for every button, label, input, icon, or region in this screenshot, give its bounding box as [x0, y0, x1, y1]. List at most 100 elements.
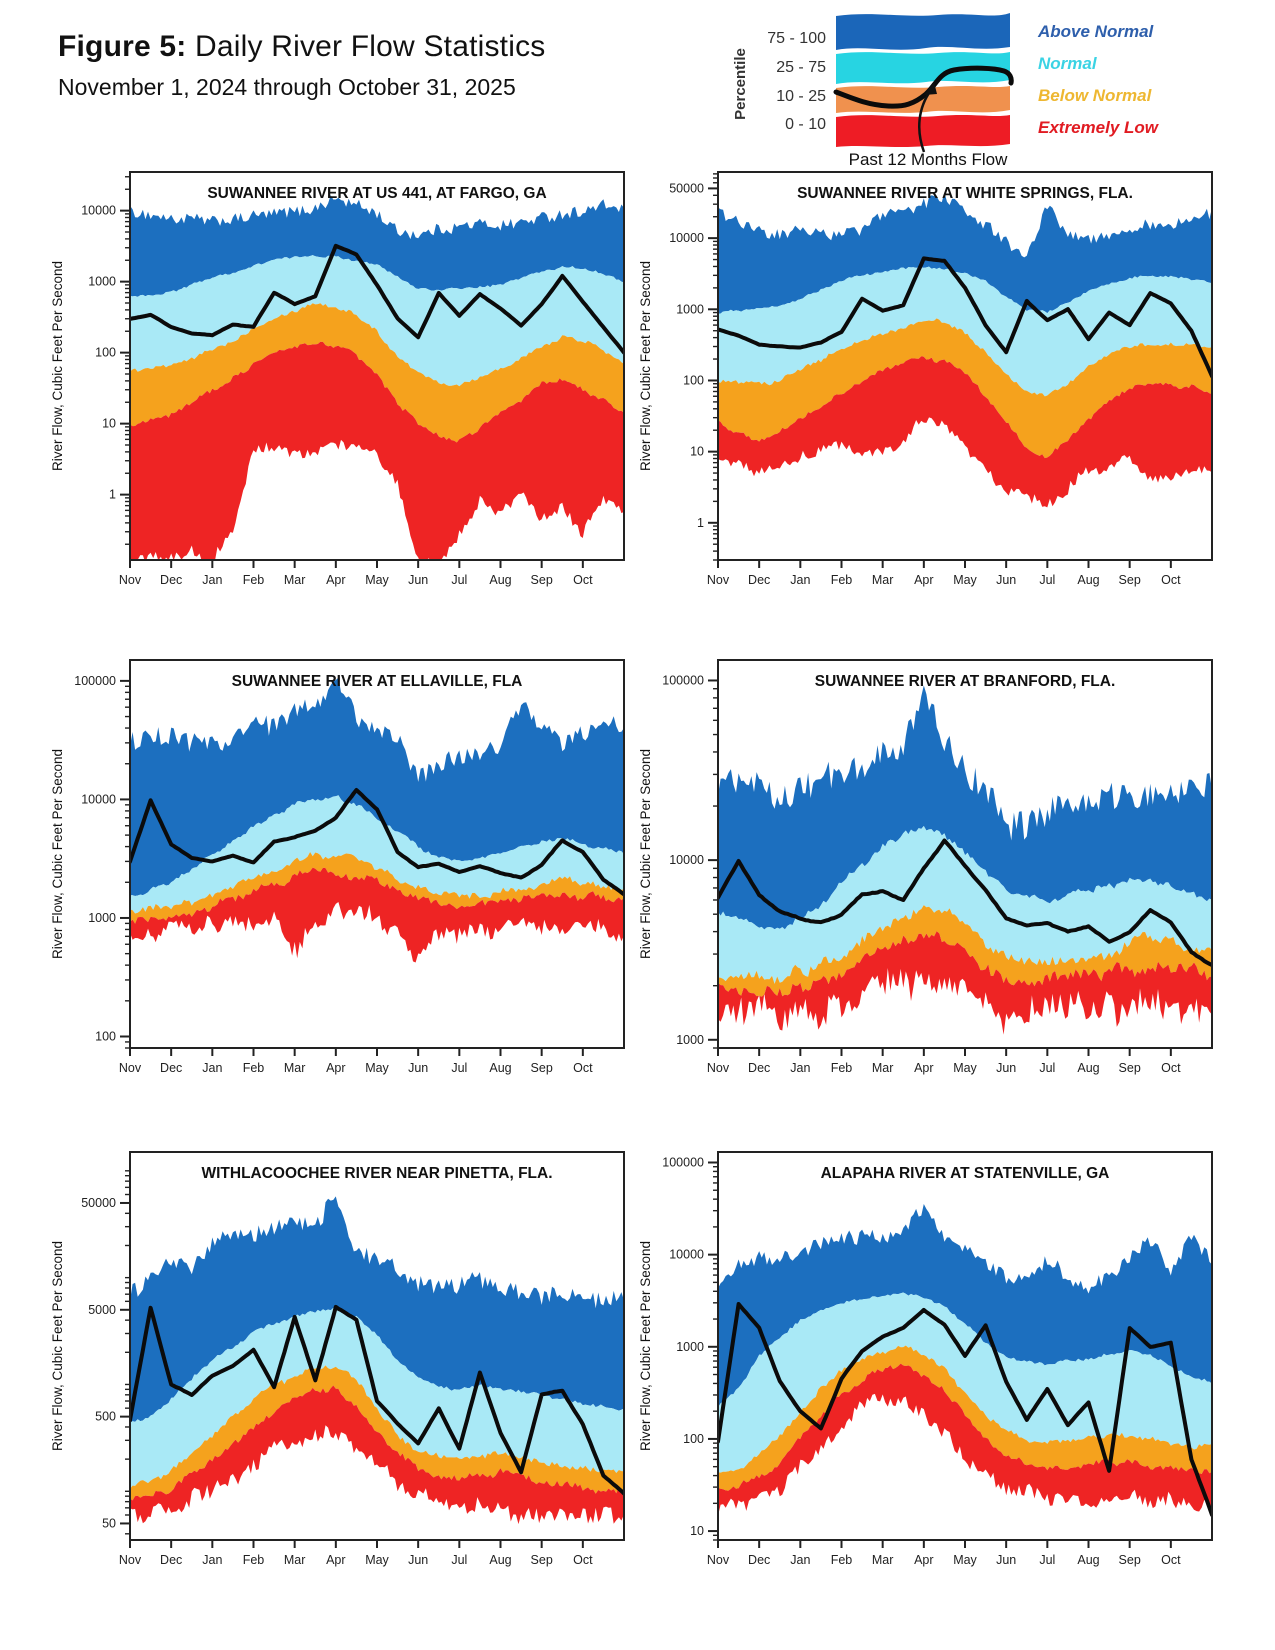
x-tick-label: Jan [790, 1061, 810, 1075]
band-p25-p10 [718, 318, 1212, 459]
x-tick-label: Oct [1161, 1553, 1181, 1567]
past-12-months-flow-line [130, 243, 624, 355]
y-tick-label: 100 [95, 346, 116, 360]
plot-area [718, 685, 1212, 1035]
x-tick-label: Jan [790, 573, 810, 587]
x-tick-label: Jun [996, 1553, 1016, 1567]
legend-flow-line [833, 65, 1014, 109]
legend-label-normal: Normal [1038, 54, 1098, 73]
legend-band-extremely-low [836, 115, 1010, 147]
y-tick-label: 10000 [669, 1248, 704, 1262]
x-tick-label: Oct [1161, 573, 1181, 587]
plot-area [718, 192, 1212, 508]
legend: Percentile 75 - 100 25 - 75 10 - 25 0 - … [688, 0, 1193, 172]
y-tick-label: 100 [683, 1432, 704, 1446]
page-title: Figure 5: Daily River Flow Statistics [58, 30, 545, 64]
chart-title: SUWANNEE RIVER AT ELLAVILLE, FLA [232, 673, 523, 690]
y-axis-label: River Flow, Cubic Feet Per Second [50, 261, 65, 471]
x-tick-label: Apr [914, 573, 933, 587]
x-tick-label: Dec [160, 1553, 182, 1567]
past-12-months-flow-line [718, 1302, 1212, 1517]
x-tick-label: Feb [831, 1553, 853, 1567]
y-axis-label: River Flow, Cubic Feet Per Second [638, 749, 653, 959]
x-tick-label: Jun [996, 573, 1016, 587]
chart-title: SUWANNEE RIVER AT US 441, AT FARGO, GA [207, 185, 546, 202]
chart-branford: 1000 10000 100000 Nov Dec Jan Feb Mar Apr May Jun J… [628, 648, 1228, 1108]
chart-ellaville-svg: 100 1000 10000 100000 Nov Dec Jan Feb Mar Apr May J… [50, 659, 625, 1075]
band-p10-min [718, 1363, 1212, 1516]
band-p25-p10 [130, 303, 624, 443]
x-tick-label: May [365, 573, 389, 587]
y-tick-label: 50000 [669, 181, 704, 195]
x-tick-label: Sep [531, 1553, 553, 1567]
x-tick-label: Jan [202, 1061, 222, 1075]
y-tick-label: 50 [102, 1516, 116, 1530]
x-tick-label: Nov [119, 573, 142, 587]
x-tick-label: Oct [573, 1553, 593, 1567]
x-tick-label: Jul [451, 1553, 467, 1567]
x-tick-label: Dec [160, 573, 182, 587]
y-tick-label: 10 [102, 417, 116, 431]
band-max-p75 [718, 192, 1212, 314]
x-tick-label: Jun [996, 1061, 1016, 1075]
x-tick-label: Oct [1161, 1061, 1181, 1075]
y-tick-label: 10000 [669, 853, 704, 867]
band-p75-p25 [718, 826, 1212, 984]
legend-range-75-100: 75 - 100 [767, 30, 826, 47]
chart-statenville-svg: 10 100 1000 10000 100000 Nov Dec Jan Feb Mar Apr Ma… [638, 1151, 1213, 1567]
legend-caption-arrowhead [924, 82, 937, 95]
chart-statenville: 10 100 1000 10000 100000 Nov Dec Jan Feb Mar Apr Ma… [628, 1140, 1228, 1600]
x-tick-label: May [953, 1553, 977, 1567]
x-tick-label: Nov [707, 1061, 730, 1075]
legend-percentile-axis-label: Percentile [732, 48, 749, 120]
y-tick-label: 1000 [88, 911, 116, 925]
x-tick-label: Aug [489, 1061, 511, 1075]
legend-range-25-75: 25 - 75 [776, 59, 826, 76]
x-tick-label: Feb [243, 573, 265, 587]
y-axis-label: River Flow, Cubic Feet Per Second [638, 261, 653, 471]
band-p10-min [130, 1385, 624, 1525]
figure-subtitle: November 1, 2024 through October 31, 202… [58, 74, 516, 100]
chart-fargo: 1 10 100 1000 10000 Nov Dec Jan Feb Mar Apr May Jun J… [40, 160, 640, 620]
x-tick-label: Feb [243, 1553, 265, 1567]
legend-band-normal [836, 52, 1010, 84]
legend-label-above-normal: Above Normal [1037, 22, 1155, 41]
x-tick-label: Mar [284, 1553, 306, 1567]
band-p25-p10 [718, 905, 1212, 997]
band-p75-p25 [718, 266, 1212, 397]
y-tick-label: 10000 [81, 792, 116, 806]
legend-art: Percentile 75 - 100 25 - 75 10 - 25 0 - … [732, 13, 1160, 169]
y-tick-label: 10000 [81, 204, 116, 218]
x-tick-label: May [365, 1061, 389, 1075]
x-tick-label: Mar [872, 1553, 894, 1567]
chart-pinetta-svg: 50 500 5000 50000 Nov Dec Jan Feb Mar Apr May Jun Ju… [50, 1151, 625, 1567]
chart-pinetta: 50 500 5000 50000 Nov Dec Jan Feb Mar Apr May Jun Ju… [40, 1140, 640, 1600]
x-tick-label: May [365, 1553, 389, 1567]
past-12-months-flow-line [718, 838, 1212, 967]
legend-label-extremely-low: Extremely Low [1038, 118, 1160, 137]
legend-label-below-normal: Below Normal [1038, 86, 1153, 105]
x-tick-label: Dec [748, 1553, 770, 1567]
x-tick-label: Nov [707, 1553, 730, 1567]
band-max-p75 [130, 195, 624, 297]
y-tick-label: 100000 [662, 1155, 704, 1169]
x-tick-label: Feb [831, 1061, 853, 1075]
x-tick-label: Mar [872, 1061, 894, 1075]
x-tick-label: Jan [790, 1553, 810, 1567]
band-p75-p25 [130, 795, 624, 914]
band-p25-p10 [130, 1365, 624, 1501]
past-12-months-flow-line [130, 1304, 624, 1496]
y-tick-label: 1 [109, 488, 116, 502]
chart-title: SUWANNEE RIVER AT WHITE SPRINGS, FLA. [797, 185, 1133, 202]
x-tick-label: Apr [326, 1061, 345, 1075]
plot-area [130, 677, 624, 963]
x-tick-label: Sep [1119, 1061, 1141, 1075]
legend-flow-caption: Past 12 Months Flow [849, 150, 1008, 169]
legend-range-0-10: 0 - 10 [785, 116, 826, 133]
x-tick-label: Nov [119, 1553, 142, 1567]
x-tick-label: May [953, 1061, 977, 1075]
x-tick-label: Jun [408, 1061, 428, 1075]
x-tick-label: Mar [872, 573, 894, 587]
chart-branford-svg: 1000 10000 100000 Nov Dec Jan Feb Mar Apr May Jun J… [638, 659, 1213, 1075]
